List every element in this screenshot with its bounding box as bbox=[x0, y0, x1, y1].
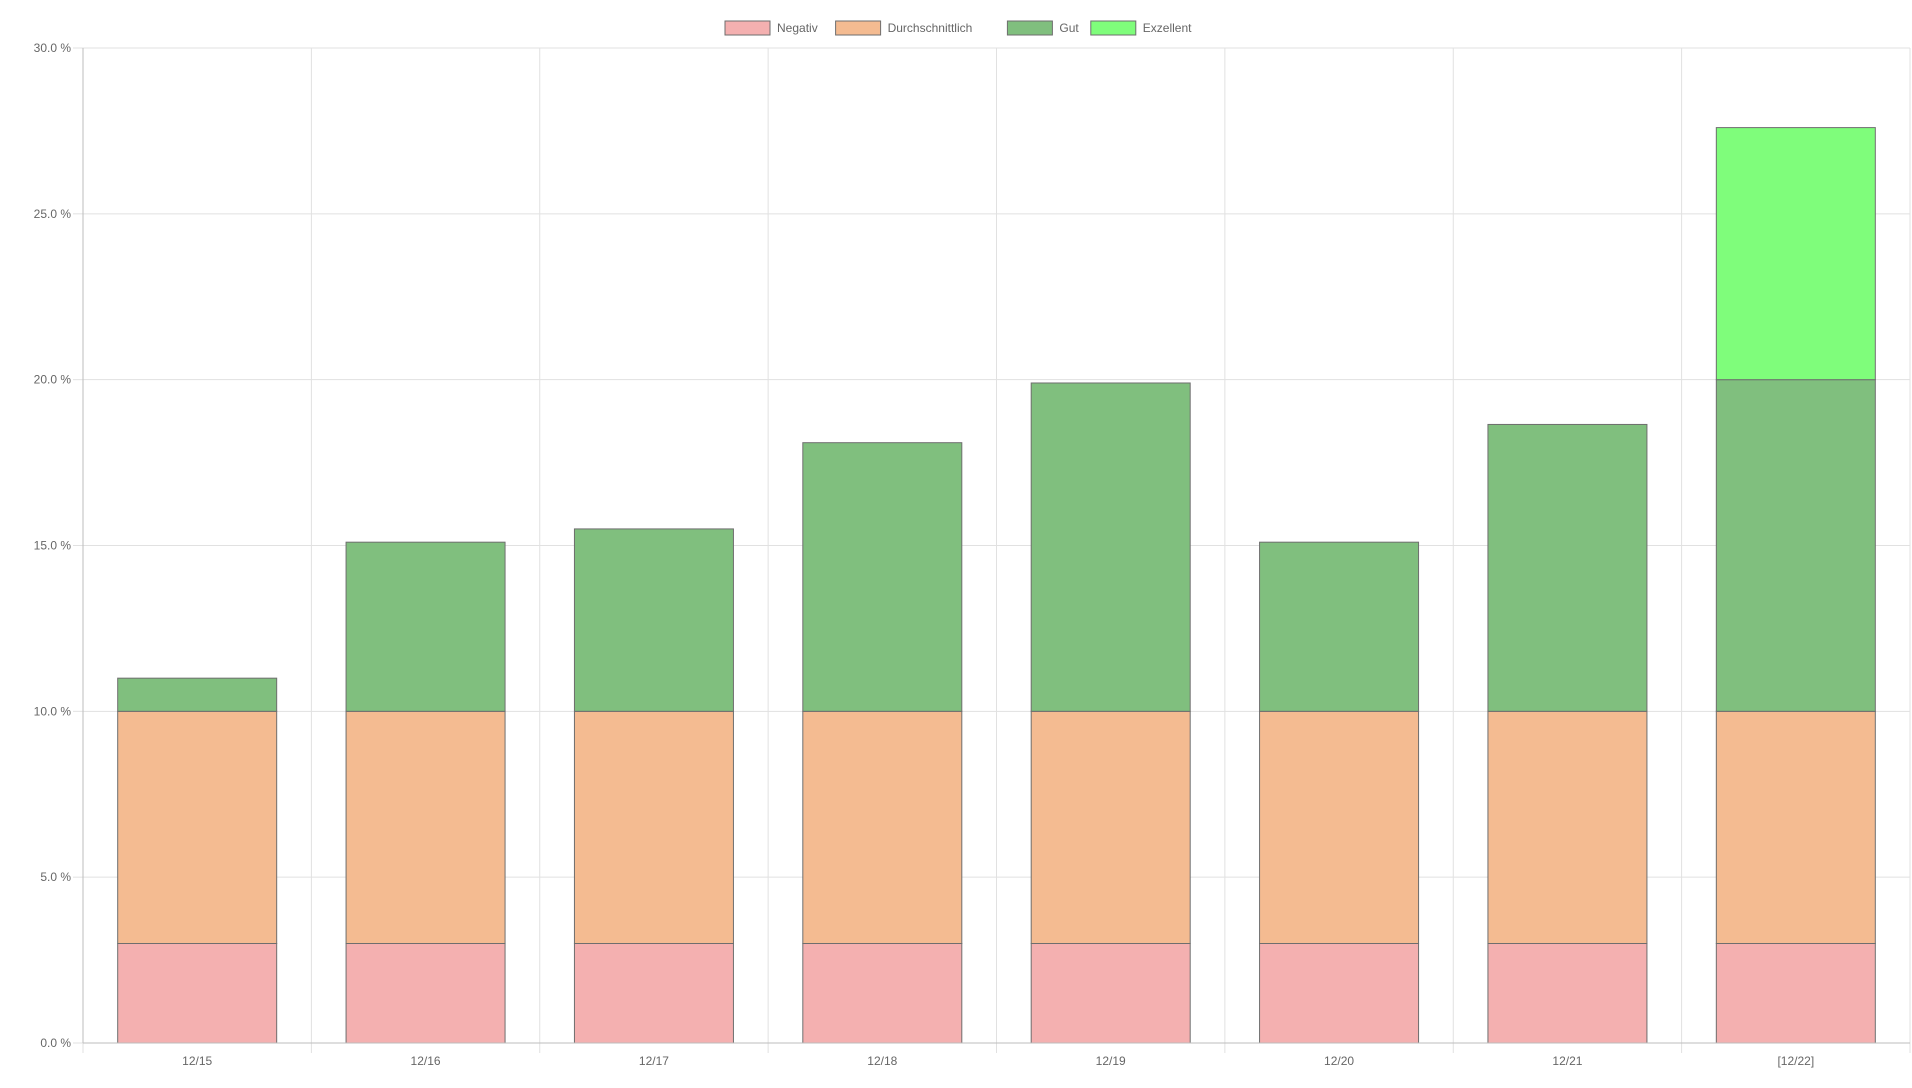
bar-gut-12-22[interactable] bbox=[1715, 379, 1876, 712]
y-tick-label: 30.0 % bbox=[34, 41, 72, 55]
legend-label: Durchschnittlich bbox=[888, 21, 973, 35]
bar-durchschnittlich-12-15[interactable] bbox=[117, 710, 278, 944]
bar-exzellent-12-22[interactable] bbox=[1715, 127, 1876, 381]
x-tick-label: 12/19 bbox=[1096, 1054, 1126, 1068]
bar-gut-12-18[interactable] bbox=[802, 442, 963, 712]
bars bbox=[117, 127, 1876, 1044]
x-tick-label: 12/15 bbox=[182, 1054, 212, 1068]
bar-durchschnittlich-12-17[interactable] bbox=[573, 710, 734, 944]
y-tick-label: 10.0 % bbox=[34, 704, 72, 718]
x-tick-label: 12/16 bbox=[411, 1054, 441, 1068]
bar-durchschnittlich-12-21[interactable] bbox=[1487, 710, 1648, 944]
bar-durchschnittlich-12-18[interactable] bbox=[802, 710, 963, 944]
legend-label: Negativ bbox=[777, 21, 818, 35]
x-tick-label: 12/21 bbox=[1552, 1054, 1582, 1068]
legend-label: Gut bbox=[1059, 21, 1079, 35]
bar-durchschnittlich-12-19[interactable] bbox=[1030, 710, 1191, 944]
y-tick-label: 5.0 % bbox=[40, 870, 71, 884]
y-tick-label: 25.0 % bbox=[34, 207, 72, 221]
bar-durchschnittlich-12-16[interactable] bbox=[345, 710, 506, 944]
x-tick-label: 12/17 bbox=[639, 1054, 669, 1068]
bar-durchschnittlich-12-22[interactable] bbox=[1715, 710, 1876, 944]
axes bbox=[82, 48, 1910, 1044]
legend-swatch bbox=[835, 20, 882, 36]
x-tick-label: [12/22] bbox=[1777, 1054, 1814, 1068]
legend-item-durchschnittlich[interactable]: Durchschnittlich bbox=[835, 20, 973, 36]
y-tick-label: 20.0 % bbox=[34, 373, 72, 387]
bar-gut-12-21[interactable] bbox=[1487, 423, 1648, 712]
legend-swatch bbox=[1006, 20, 1053, 36]
legend-label: Exzellent bbox=[1143, 21, 1192, 35]
legend-swatch bbox=[1090, 20, 1137, 36]
bar-negativ-12-16[interactable] bbox=[345, 943, 506, 1044]
bar-negativ-12-15[interactable] bbox=[117, 943, 278, 1044]
bar-durchschnittlich-12-20[interactable] bbox=[1259, 710, 1420, 944]
bar-gut-12-20[interactable] bbox=[1259, 541, 1420, 712]
legend-item-gut[interactable]: Gut bbox=[1006, 20, 1079, 36]
bar-gut-12-17[interactable] bbox=[573, 528, 734, 712]
bar-negativ-12-18[interactable] bbox=[802, 943, 963, 1044]
legend-item-exzellent[interactable]: Exzellent bbox=[1090, 20, 1192, 36]
y-tick-label: 0.0 % bbox=[40, 1036, 71, 1050]
bar-gut-12-19[interactable] bbox=[1030, 382, 1191, 712]
x-tick-label: 12/18 bbox=[867, 1054, 897, 1068]
legend-swatch bbox=[724, 20, 771, 36]
y-tick-label: 15.0 % bbox=[34, 539, 72, 553]
bar-gut-12-15[interactable] bbox=[117, 677, 278, 712]
bar-negativ-12-21[interactable] bbox=[1487, 943, 1648, 1044]
bar-negativ-12-17[interactable] bbox=[573, 943, 734, 1044]
bar-gut-12-16[interactable] bbox=[345, 541, 506, 712]
x-axis-labels: 12/15 12/16 12/17 12/18 12/19 12/20 12/21 [12/2… bbox=[182, 1054, 1814, 1068]
bar-negativ-12-22[interactable] bbox=[1715, 943, 1876, 1044]
bar-negativ-12-19[interactable] bbox=[1030, 943, 1191, 1044]
legend-item-negativ[interactable]: Negativ bbox=[724, 20, 818, 36]
legend[interactable]: Negativ Durchschnittlich Gut Exzellent bbox=[724, 20, 1192, 36]
bar-negativ-12-20[interactable] bbox=[1259, 943, 1420, 1044]
x-tick-label: 12/20 bbox=[1324, 1054, 1354, 1068]
y-axis-labels: 0.0 % 5.0 % 10.0 % 15.0 % 20.0 % 25.0 % 30.0 % bbox=[34, 41, 72, 1050]
